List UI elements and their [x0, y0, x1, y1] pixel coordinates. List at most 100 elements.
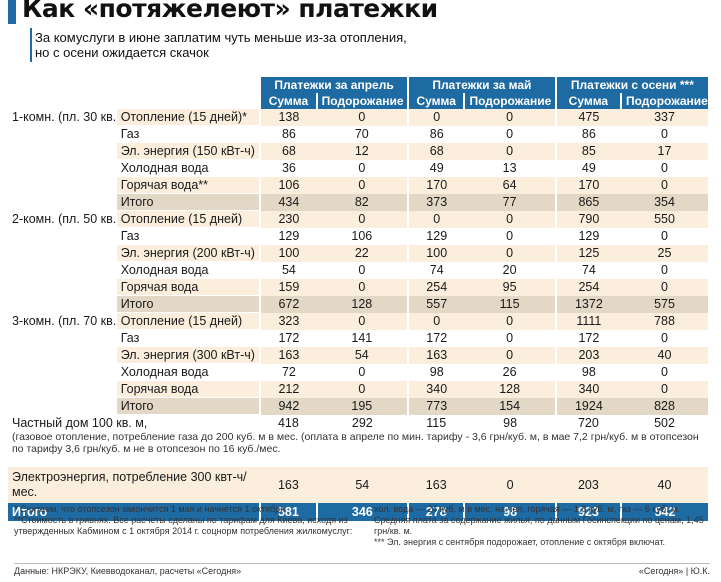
table-row: Итого 942 195 773 154 1924 828 — [8, 397, 708, 415]
cell-value: 115 — [407, 414, 465, 431]
cell-value: 40 — [620, 467, 708, 503]
cell-value: 773 — [406, 397, 465, 415]
cell-value: 98 — [406, 363, 465, 381]
cell-value: 0 — [620, 227, 708, 245]
header-increase: Подорожание — [315, 93, 408, 109]
cell-value: 1372 — [554, 295, 621, 313]
table-row: Холодная вода 72 0 98 26 98 0 — [8, 363, 708, 381]
cell-value: 942 — [259, 397, 317, 415]
cell-value: 923 — [554, 503, 621, 521]
cell-value: 163 — [259, 346, 317, 364]
cell-value: 86 — [406, 125, 465, 143]
cell-value: 0 — [464, 125, 556, 143]
table-row: Горячая вода 212 0 340 128 340 0 — [8, 380, 708, 398]
cell-value: 0 — [464, 227, 556, 245]
table-row: Горячая вода 159 0 254 95 254 0 — [8, 278, 708, 296]
cell-value: 163 — [406, 346, 465, 364]
cell-value: 159 — [259, 278, 317, 296]
cell-value: 0 — [316, 159, 408, 177]
cell-value: 172 — [259, 329, 317, 347]
table-row-grand-total: Итого 581 346 278 98 923 542 — [8, 503, 708, 521]
table-row: Газ 172 141 172 0 172 0 — [8, 329, 708, 347]
row-item-label: Горячая вода** — [116, 176, 261, 194]
footer-credit: «Сегодня» | Ю.К. — [638, 566, 710, 576]
cell-value: 230 — [259, 210, 317, 228]
row-item-label: Газ — [116, 227, 261, 245]
cell-value: 0 — [620, 261, 708, 279]
table-row: Горячая вода** 106 0 170 64 170 0 — [8, 176, 708, 194]
cell-value: 475 — [554, 109, 621, 126]
cell-value: 100 — [406, 244, 465, 262]
cell-value: 68 — [259, 142, 317, 160]
footnote: *** Эл. энергия с сентября подорожает, о… — [374, 537, 665, 547]
row-item-label: Итого — [116, 397, 261, 415]
cell-value: 77 — [464, 193, 556, 211]
cell-value: 203 — [555, 467, 621, 503]
header-sum: Сумма — [554, 93, 621, 109]
cell-value: 0 — [620, 125, 708, 143]
cell-value: 100 — [259, 244, 317, 262]
cell-value: 86 — [259, 125, 317, 143]
cell-value: 340 — [406, 380, 465, 398]
cell-value: 672 — [259, 295, 317, 313]
cell-value: 1924 — [554, 397, 621, 415]
row-item-label: Эл. энергия (150 кВт-ч) — [116, 142, 261, 160]
table-row: Эл. энергия (300 кВт-ч) 163 54 163 0 203 40 — [8, 346, 708, 364]
header-increase: Подорожание — [463, 93, 556, 109]
cell-value: 0 — [620, 363, 708, 381]
cell-value: 170 — [554, 176, 621, 194]
cell-value: 170 — [406, 176, 465, 194]
cell-value: 68 — [406, 142, 465, 160]
cell-value: 0 — [464, 312, 556, 330]
cell-value: 337 — [620, 109, 708, 126]
row-item-label: Эл. энергия (300 кВт-ч) — [116, 346, 261, 364]
group-label: 2-комн. (пл. 50 кв. м, проживают 3 чел.) — [12, 211, 117, 226]
footnote: **Стоимость в гривнях. Все расчеты сдела… — [14, 515, 353, 536]
cell-value: 0 — [406, 210, 465, 228]
cell-value: 0 — [316, 109, 408, 126]
cell-value: 0 — [316, 312, 408, 330]
table-row: Итого 434 82 373 77 865 354 — [8, 193, 708, 211]
row-item-label: Отопление (15 дней) — [116, 312, 261, 330]
cell-value: 550 — [620, 210, 708, 228]
cell-value: 828 — [620, 397, 708, 415]
cell-value: 129 — [406, 227, 465, 245]
grand-total-label: Итого — [8, 503, 261, 521]
cell-value: 129 — [259, 227, 317, 245]
cell-value: 95 — [464, 278, 556, 296]
row-item-label: Итого — [116, 295, 261, 313]
cell-value: 0 — [464, 142, 556, 160]
cell-value: 203 — [554, 346, 621, 364]
table-row: 3-комн. (пл. 70 кв. м, проживают 4 чел.)… — [8, 312, 708, 330]
table-row: Итого 672 128 557 115 1372 575 — [8, 295, 708, 313]
row-item-label: Отопление (15 дней)* — [116, 109, 261, 126]
cell-value: 557 — [406, 295, 465, 313]
cell-value: 22 — [316, 244, 408, 262]
cell-value: 163 — [260, 467, 317, 503]
subtitle-line: но с осени ожидается скачок — [35, 45, 209, 60]
cell-value: 49 — [406, 159, 465, 177]
cell-value: 0 — [316, 261, 408, 279]
cell-value: 172 — [554, 329, 621, 347]
cell-value: 86 — [554, 125, 621, 143]
table-row: Эл. энергия (150 кВт-ч) 68 12 68 0 85 17 — [8, 142, 708, 160]
cell-value: 128 — [464, 380, 556, 398]
cell-value: 434 — [259, 193, 317, 211]
cell-value: 542 — [619, 503, 708, 521]
table-row: 1-комн. (пл. 30 кв. м, проживают 2 чел.)… — [8, 109, 708, 126]
electricity-label: Электроэнергия, потребление 300 квт-ч/ме… — [8, 467, 261, 503]
cell-value: 0 — [620, 159, 708, 177]
cell-value: 0 — [316, 176, 408, 194]
cell-value: 0 — [464, 210, 556, 228]
cell-value: 17 — [620, 142, 708, 160]
cell-value: 346 — [315, 503, 408, 521]
cell-value: 0 — [464, 109, 556, 126]
cell-value: 25 — [620, 244, 708, 262]
cell-value: 74 — [554, 261, 621, 279]
cell-value: 54 — [316, 467, 408, 503]
cell-value: 278 — [406, 503, 465, 521]
cell-value: 74 — [406, 261, 465, 279]
cell-value: 0 — [620, 278, 708, 296]
cell-value: 0 — [406, 312, 465, 330]
cell-value: 502 — [620, 414, 708, 431]
